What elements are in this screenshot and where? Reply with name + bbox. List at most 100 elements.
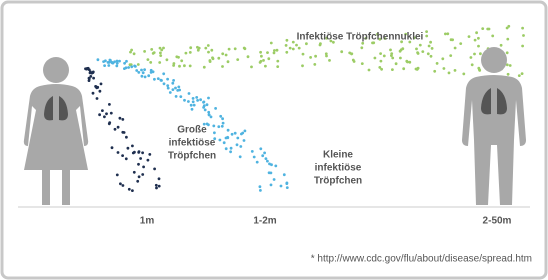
droplet xyxy=(101,109,104,112)
droplet xyxy=(199,98,202,101)
droplet xyxy=(446,32,449,35)
droplet xyxy=(125,66,128,69)
droplet xyxy=(448,72,451,75)
droplet xyxy=(319,44,322,47)
droplet xyxy=(179,95,182,98)
droplet xyxy=(183,64,186,67)
droplet xyxy=(142,71,145,74)
droplet xyxy=(89,75,92,78)
droplet xyxy=(108,103,111,106)
droplet xyxy=(217,125,220,128)
droplet xyxy=(383,55,386,58)
droplet xyxy=(276,60,279,63)
droplet xyxy=(444,33,447,36)
droplet xyxy=(263,152,266,155)
droplet xyxy=(243,139,246,142)
droplet xyxy=(167,87,170,90)
droplet xyxy=(190,104,193,107)
distance-label: 1m xyxy=(140,216,155,227)
droplet xyxy=(85,68,88,71)
droplet xyxy=(302,53,305,56)
droplet xyxy=(230,147,233,150)
droplet xyxy=(169,91,172,94)
droplet xyxy=(141,173,144,176)
droplet xyxy=(425,30,428,33)
droplet xyxy=(125,60,128,63)
droplet xyxy=(172,64,175,67)
small-droplets-label: Tröpfchen xyxy=(314,176,362,187)
droplet xyxy=(99,90,102,93)
droplet xyxy=(136,180,139,183)
droplet xyxy=(105,112,108,115)
droplet xyxy=(131,189,134,192)
droplet xyxy=(125,157,128,160)
droplet xyxy=(285,182,288,185)
droplet xyxy=(133,52,136,55)
droplet xyxy=(121,131,124,134)
distance-label: 1-2m xyxy=(253,216,276,227)
droplet xyxy=(174,87,177,90)
droplet xyxy=(227,60,230,63)
droplet xyxy=(92,92,95,95)
droplet xyxy=(144,76,147,79)
droplet xyxy=(518,74,521,77)
droplet xyxy=(500,44,503,47)
droplet xyxy=(292,41,295,44)
droplet xyxy=(431,47,434,50)
droplet xyxy=(273,52,276,55)
droplet xyxy=(213,131,216,134)
droplet xyxy=(507,73,510,76)
droplet xyxy=(251,150,254,153)
droplet xyxy=(368,69,371,72)
droplet xyxy=(244,130,247,133)
droplet xyxy=(192,97,195,100)
droplet xyxy=(127,147,130,150)
droplet xyxy=(360,46,363,49)
droplet xyxy=(189,51,192,54)
droplet xyxy=(153,51,156,54)
large-droplets-label: infektiöse xyxy=(169,138,216,149)
droplet xyxy=(137,71,140,74)
droplet xyxy=(119,182,122,185)
droplet xyxy=(454,47,457,50)
droplet xyxy=(361,62,364,65)
droplet xyxy=(163,82,166,85)
droplet xyxy=(147,58,150,61)
droplet xyxy=(416,51,419,54)
droplet xyxy=(390,54,393,57)
droplet xyxy=(378,66,381,69)
droplet xyxy=(103,115,106,118)
droplet xyxy=(143,68,146,71)
droplet xyxy=(162,72,165,75)
large-droplets-label: Große xyxy=(177,125,207,136)
droplet xyxy=(139,157,142,160)
droplet xyxy=(127,66,130,69)
droplet xyxy=(374,57,377,60)
droplet xyxy=(103,64,106,67)
droplet xyxy=(117,151,120,154)
droplet xyxy=(221,117,224,120)
droplet xyxy=(259,147,262,150)
droplet xyxy=(506,38,509,41)
droplet xyxy=(131,145,134,148)
droplet xyxy=(289,47,292,50)
droplet xyxy=(449,54,452,57)
droplet xyxy=(121,118,124,121)
droplet xyxy=(172,88,175,91)
droplet xyxy=(225,54,228,57)
droplet xyxy=(188,92,191,95)
droplet xyxy=(212,125,215,128)
droplet xyxy=(207,97,210,100)
droplet xyxy=(450,38,453,41)
droplet xyxy=(433,70,436,73)
droplet xyxy=(328,59,331,62)
droplet xyxy=(244,47,247,50)
droplet xyxy=(118,60,121,63)
droplet xyxy=(178,65,181,68)
droplet xyxy=(236,143,239,146)
droplet xyxy=(166,84,169,87)
droplet xyxy=(98,113,101,116)
droplet xyxy=(207,111,210,114)
droplet xyxy=(270,184,273,187)
droplet xyxy=(116,62,119,65)
